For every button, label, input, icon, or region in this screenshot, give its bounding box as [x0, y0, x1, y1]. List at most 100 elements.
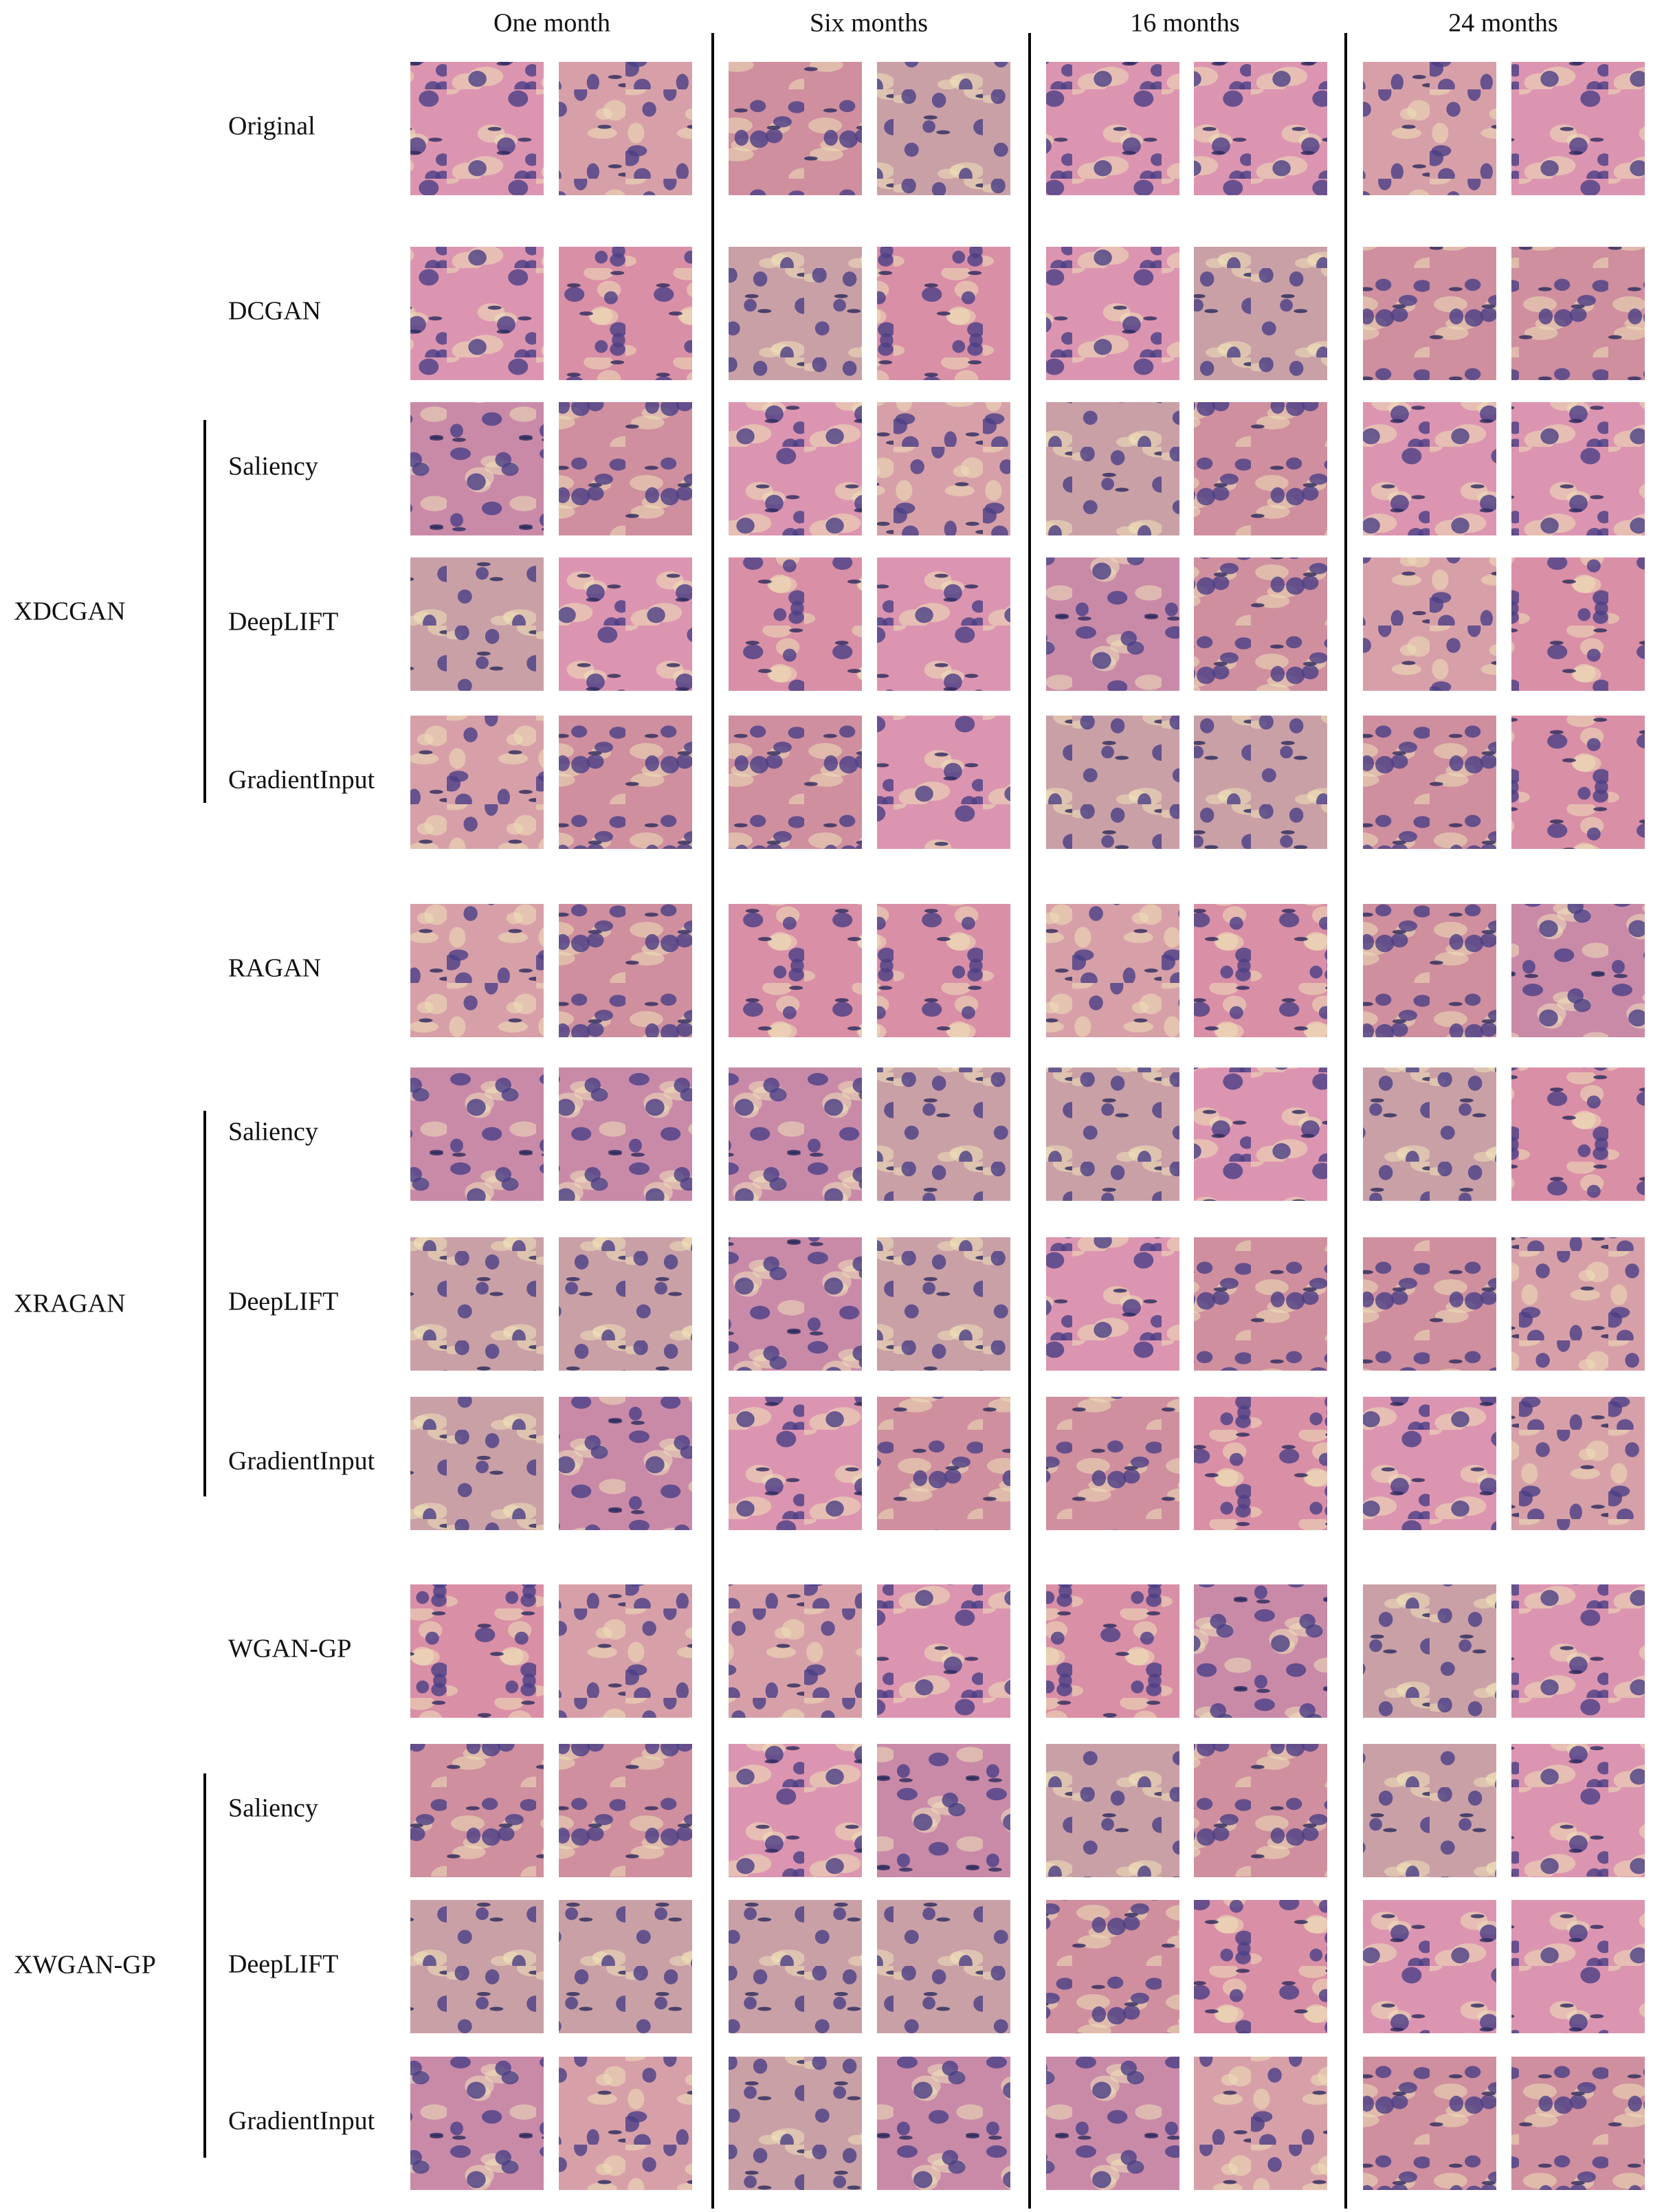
- tissue-image: [1511, 1584, 1645, 1718]
- tissue-image: [1194, 1584, 1327, 1718]
- tissue-image: [410, 1900, 544, 2033]
- tissue-image: [729, 904, 862, 1037]
- tissue-image: [877, 1900, 1010, 2033]
- row-label: Saliency: [228, 1118, 318, 1147]
- tissue-image: [1363, 1237, 1496, 1371]
- row-label: WGAN-GP: [228, 1635, 351, 1663]
- tissue-image: [729, 402, 862, 535]
- tissue-image: [1511, 1744, 1645, 1877]
- tissue-image: [877, 1397, 1010, 1530]
- tissue-image: [1194, 557, 1327, 691]
- tissue-image: [1363, 1744, 1496, 1877]
- tissue-image: [410, 716, 544, 849]
- tissue-image: [1046, 716, 1179, 849]
- tissue-image: [729, 1237, 862, 1371]
- row-label: DeepLIFT: [228, 1287, 338, 1316]
- tissue-image: [1363, 557, 1496, 691]
- tissue-image: [729, 247, 862, 380]
- tissue-image: [1046, 557, 1179, 691]
- tissue-image: [1194, 1900, 1327, 2033]
- tissue-image: [1363, 1584, 1496, 1718]
- tissue-image: [559, 62, 692, 195]
- group-label: XWGAN-GP: [14, 1951, 156, 1980]
- tissue-image: [559, 247, 692, 380]
- tissue-image: [1363, 1068, 1496, 1201]
- tissue-image: [1511, 1397, 1645, 1530]
- tissue-image: [410, 247, 544, 380]
- tissue-image: [1511, 1068, 1645, 1201]
- tissue-image: [729, 1397, 862, 1530]
- tissue-image: [559, 1900, 692, 2033]
- tissue-image: [877, 904, 1010, 1037]
- tissue-image: [1046, 62, 1179, 195]
- tissue-image: [729, 1584, 862, 1718]
- row-label: DeepLIFT: [228, 608, 338, 637]
- tissue-image: [1046, 1068, 1179, 1201]
- tissue-image: [1046, 1237, 1179, 1371]
- row-label: Saliency: [228, 1794, 318, 1823]
- tissue-image: [410, 1068, 544, 1201]
- tissue-image: [1363, 2057, 1496, 2190]
- tissue-image: [1046, 402, 1179, 535]
- tissue-image: [410, 1744, 544, 1877]
- tissue-image: [1511, 716, 1645, 849]
- tissue-image: [1511, 904, 1645, 1037]
- tissue-image: [1194, 904, 1327, 1037]
- tissue-image: [1511, 247, 1645, 380]
- tissue-image: [410, 1584, 544, 1718]
- tissue-image: [877, 557, 1010, 691]
- column-header: 24 months: [1448, 9, 1557, 38]
- tissue-image: [559, 904, 692, 1037]
- tissue-image: [877, 1584, 1010, 1718]
- tissue-image: [1194, 1397, 1327, 1530]
- tissue-image: [410, 557, 544, 691]
- group-label: XDCGAN: [14, 597, 126, 626]
- tissue-image: [1194, 1744, 1327, 1877]
- tissue-image: [559, 2057, 692, 2190]
- tissue-image: [559, 557, 692, 691]
- column-header: Six months: [810, 9, 928, 38]
- tissue-image: [1511, 1237, 1645, 1371]
- tissue-image: [1046, 1397, 1179, 1530]
- tissue-image: [877, 62, 1010, 195]
- row-label: RAGAN: [228, 954, 321, 983]
- tissue-image: [1194, 2057, 1327, 2190]
- tissue-image: [559, 1584, 692, 1718]
- tissue-image: [559, 1397, 692, 1530]
- tissue-image: [1046, 904, 1179, 1037]
- tissue-image: [729, 716, 862, 849]
- tissue-image: [1194, 247, 1327, 380]
- tissue-image: [1194, 402, 1327, 535]
- tissue-image: [1046, 1744, 1179, 1877]
- row-label: GradientInput: [228, 766, 375, 795]
- column-header: One month: [493, 9, 610, 38]
- tissue-image: [877, 1068, 1010, 1201]
- tissue-image: [729, 1068, 862, 1201]
- tissue-image: [410, 402, 544, 535]
- tissue-image: [559, 402, 692, 535]
- tissue-image: [410, 1237, 544, 1371]
- tissue-image: [877, 2057, 1010, 2190]
- tissue-image: [877, 716, 1010, 849]
- tissue-image: [1511, 1900, 1645, 2033]
- tissue-image: [1194, 716, 1327, 849]
- row-label: Saliency: [228, 452, 318, 481]
- tissue-image: [1194, 62, 1327, 195]
- row-label: GradientInput: [228, 1447, 375, 1476]
- tissue-image: [1363, 904, 1496, 1037]
- tissue-image: [410, 1397, 544, 1530]
- tissue-image: [729, 1744, 862, 1877]
- column-header: 16 months: [1130, 9, 1239, 38]
- row-label: DeepLIFT: [228, 1950, 338, 1979]
- row-label: Original: [228, 112, 315, 141]
- group-label: XRAGAN: [14, 1290, 126, 1318]
- tissue-image: [410, 904, 544, 1037]
- tissue-image: [410, 62, 544, 195]
- tissue-image: [729, 1900, 862, 2033]
- tissue-image: [877, 402, 1010, 535]
- tissue-image: [1511, 62, 1645, 195]
- tissue-image: [559, 1744, 692, 1877]
- row-label: DCGAN: [228, 297, 321, 326]
- tissue-image: [1363, 402, 1496, 535]
